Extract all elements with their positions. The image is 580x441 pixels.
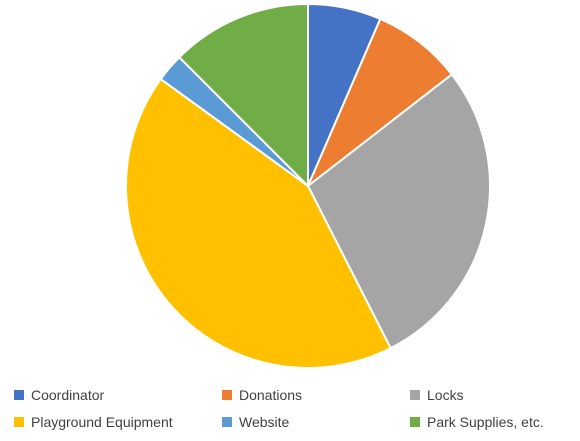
legend-item-coordinator: Coordinator [14,386,104,404]
chart-legend: Coordinator Donations Locks Playground E… [14,386,574,436]
pie-slice-playground-equipment [125,77,392,369]
legend-item-website: Website [222,413,289,431]
legend-label-locks: Locks [427,387,464,403]
legend-swatch-playground-equipment [14,417,24,427]
pie-slice-locks [306,73,491,350]
pie-slice-donations [307,17,454,187]
legend-swatch-website [222,417,232,427]
legend-swatch-donations [222,390,232,400]
legend-item-park-supplies: Park Supplies, etc. [410,413,544,431]
legend-item-donations: Donations [222,386,302,404]
legend-label-park-supplies: Park Supplies, etc. [427,414,544,430]
legend-swatch-coordinator [14,390,24,400]
legend-label-coordinator: Coordinator [31,387,105,403]
pie-slice-park-supplies-etc [177,2,309,189]
legend-label-donations: Donations [239,387,303,403]
legend-item-locks: Locks [410,386,464,404]
legend-label-playground-equipment: Playground Equipment [31,414,173,430]
legend-label-website: Website [239,414,290,430]
legend-swatch-locks [410,390,420,400]
legend-item-playground-equipment: Playground Equipment [14,413,173,431]
pie-slices [125,2,491,369]
legend-swatch-park-supplies [410,417,420,427]
